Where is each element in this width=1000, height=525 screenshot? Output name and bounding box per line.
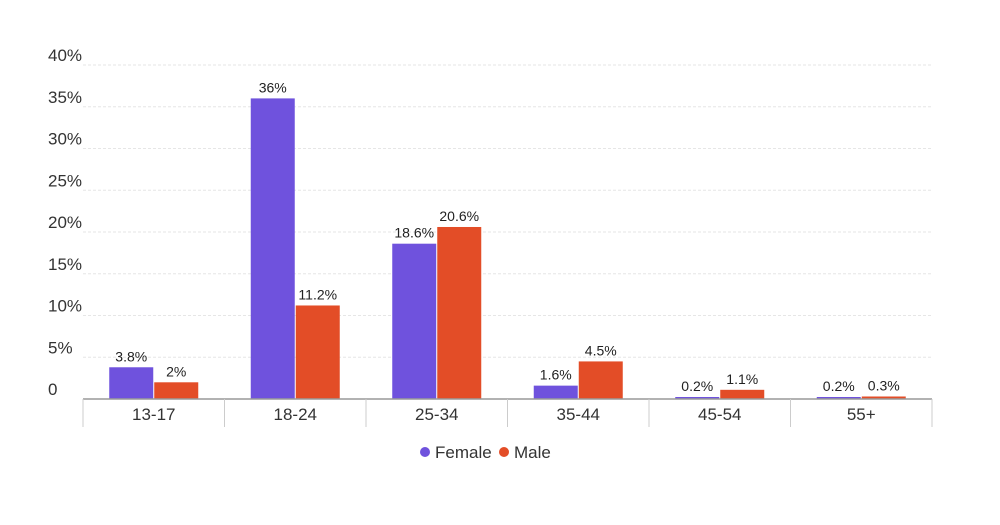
bar-female-45-54 [675, 397, 720, 399]
x-tick-label: 55+ [847, 405, 876, 424]
data-label: 18.6% [394, 225, 434, 241]
bar-male-45-54 [720, 389, 765, 399]
data-label: 4.5% [585, 342, 617, 358]
bars [109, 98, 906, 400]
y-tick-label: 25% [48, 171, 82, 190]
y-tick-label: 35% [48, 88, 82, 107]
data-label: 0.2% [681, 378, 713, 394]
x-tick-label: 45-54 [698, 405, 741, 424]
bar-male-55+ [861, 396, 906, 399]
x-tick-label: 35-44 [557, 405, 600, 424]
data-label: 20.6% [439, 208, 479, 224]
x-tick-label: 18-24 [274, 405, 317, 424]
data-labels: 3.8% 2% 36% 11.2% 18.6% 20.6% 1.6% 4.5% 0.2% 1.1%… [115, 79, 899, 394]
data-label: 1.6% [540, 367, 572, 383]
data-label: 2% [166, 363, 186, 379]
gridlines [83, 64, 932, 358]
y-tick-label: 40% [48, 46, 82, 65]
bar-female-18-24 [250, 98, 295, 400]
bar-male-18-24 [295, 305, 340, 399]
bar-female-35-44 [533, 385, 578, 399]
bar-male-35-44 [578, 361, 623, 399]
legend-label-female: Female [435, 443, 492, 462]
bar-male-13-17 [154, 382, 199, 399]
y-tick-label: 15% [48, 255, 82, 274]
y-tick-label: 10% [48, 297, 82, 316]
bar-female-13-17 [109, 367, 154, 399]
y-tick-label: 5% [48, 338, 73, 357]
bar-female-25-34 [392, 243, 437, 399]
x-axis: 13-17 18-24 25-34 35-44 45-54 55+ [82, 398, 933, 427]
legend-swatch-male [499, 447, 509, 457]
x-tick-label: 13-17 [132, 405, 175, 424]
y-axis: 0 5% 10% 15% 20% 25% 30% 35% 40% [48, 46, 82, 399]
data-label: 1.1% [726, 371, 758, 387]
bar-male-25-34 [437, 226, 482, 399]
legend: Female Male [420, 443, 551, 462]
legend-label-male: Male [514, 443, 551, 462]
data-label: 36% [259, 79, 287, 95]
y-tick-label: 20% [48, 213, 82, 232]
data-label: 0.3% [868, 377, 900, 393]
data-label: 3.8% [115, 348, 147, 364]
data-label: 0.2% [823, 378, 855, 394]
y-tick-label: 0 [48, 380, 57, 399]
y-tick-label: 30% [48, 130, 82, 149]
x-tick-label: 25-34 [415, 405, 458, 424]
bar-female-55+ [816, 397, 861, 399]
data-label: 11.2% [298, 286, 337, 302]
legend-swatch-female [420, 447, 430, 457]
